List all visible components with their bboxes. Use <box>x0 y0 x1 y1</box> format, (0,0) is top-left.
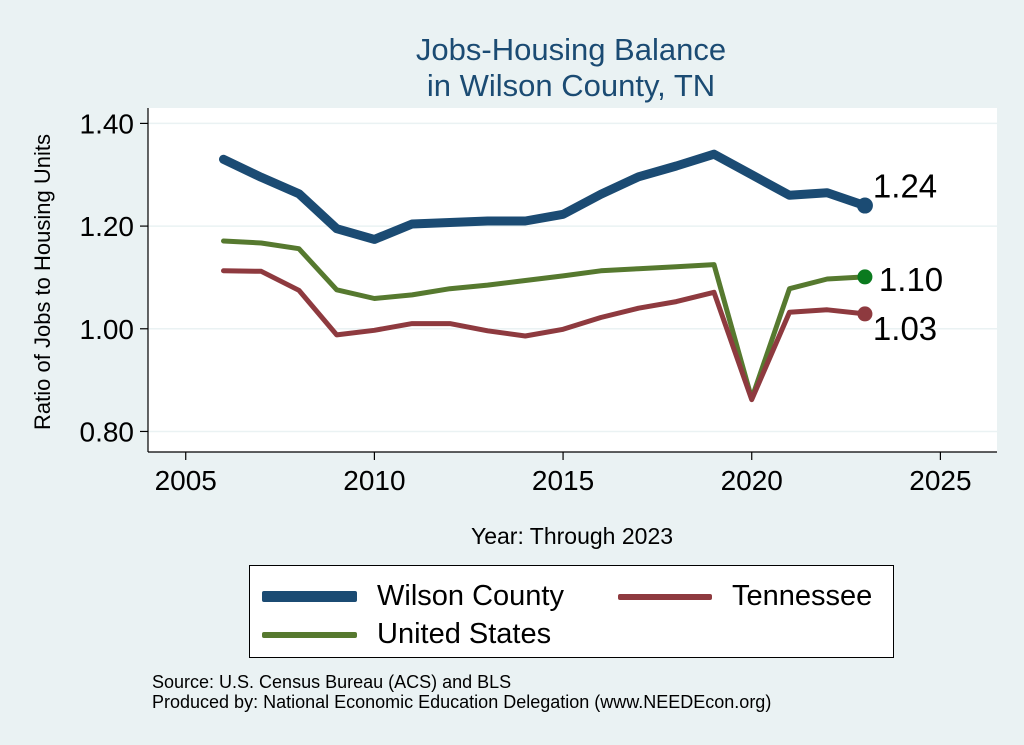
series-line-tennessee <box>221 268 868 403</box>
end-label-wilson-county: 1.24 <box>873 168 937 205</box>
source-note: Source: U.S. Census Bureau (ACS) and BLS <box>152 672 512 692</box>
legend-label-tennessee: Tennessee <box>732 580 873 612</box>
legend-swatch-wilson-county <box>262 591 357 602</box>
x-tick-label: 2020 <box>721 465 783 496</box>
grid-lines <box>148 122 997 433</box>
end-label-tennessee: 1.03 <box>873 310 937 347</box>
x-tick-label: 2005 <box>155 465 217 496</box>
legend-item-united-states: United States <box>262 618 551 651</box>
y-tick-label: 1.40 <box>80 108 135 139</box>
x-tick-label: 2015 <box>532 465 594 496</box>
y-tick-label: 0.80 <box>80 416 135 447</box>
chart-title-line-2: in Wilson County, TN <box>427 68 715 103</box>
plot-area <box>148 108 997 452</box>
axes: 0.80 1.00 1.20 1.40 2005 2010 2015 2020 2025 <box>80 108 997 496</box>
x-tick-label: 2010 <box>343 465 405 496</box>
end-marker-tennessee <box>857 306 873 322</box>
end-marker-united-states <box>857 269 873 285</box>
producer-note: Produced by: National Economic Education… <box>152 692 772 712</box>
legend-item-tennessee: Tennessee <box>618 580 872 613</box>
chart-footer: Source: U.S. Census Bureau (ACS) and BLS… <box>152 672 771 712</box>
chart-title-line-1: Jobs-Housing Balance <box>416 32 726 67</box>
y-tick-label: 1.00 <box>80 314 135 345</box>
legend-item-wilson-county: Wilson County <box>262 580 564 613</box>
legend-swatch-tennessee <box>618 593 712 600</box>
series-line-wilson-county <box>219 149 870 244</box>
y-axis-title: Ratio of Jobs to Housing Units <box>30 134 55 430</box>
end-label-united-states: 1.10 <box>879 261 943 298</box>
x-axis-title: Year: Through 2023 <box>471 523 673 549</box>
legend: Wilson County Tennessee United States <box>249 565 894 658</box>
end-marker-wilson-county <box>856 197 873 214</box>
series-lines <box>219 149 873 403</box>
legend-label-united-states: United States <box>377 618 552 650</box>
legend-label-wilson-county: Wilson County <box>377 580 564 612</box>
y-tick-label: 1.20 <box>80 211 135 242</box>
legend-swatch-united-states <box>262 631 357 638</box>
x-tick-label: 2025 <box>909 465 971 496</box>
end-labels: 1.10 1.03 1.24 <box>873 168 943 347</box>
